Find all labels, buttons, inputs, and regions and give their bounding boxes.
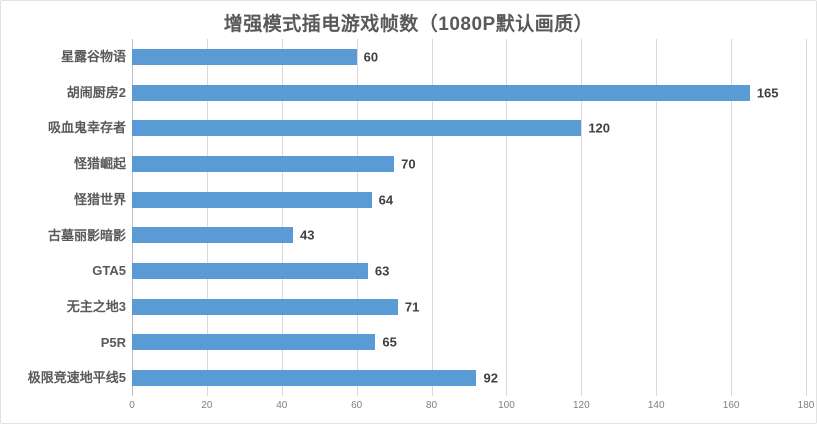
y-axis-line [132,39,133,396]
x-tick-label: 80 [425,400,438,411]
x-tick-label: 180 [797,400,815,411]
bar [132,48,357,65]
bar [132,263,368,280]
category-label: 古墓丽影暗影 [47,227,126,243]
gridline [206,39,208,396]
plot-area: 60 165 120 70 64 43 63 71 65 92 [132,39,807,396]
gridline [431,39,433,396]
category-label: 怪猎世界 [73,191,126,207]
gridline [806,39,807,396]
gridline [356,39,358,396]
value-label: 43 [300,227,315,243]
bar [132,334,376,351]
bar [132,84,750,101]
gridline [281,39,283,396]
value-label: 120 [588,120,611,136]
value-label: 60 [363,49,379,65]
value-label: 70 [401,156,416,172]
value-label: 63 [374,263,390,279]
bar [132,191,372,208]
bar [132,227,293,244]
category-label: 吸血鬼幸存者 [47,120,126,136]
category-label: 怪猎崛起 [73,156,126,172]
chart-title: 增强模式插电游戏帧数（1080P默认画质） [223,14,594,35]
gridline [581,39,583,396]
gridline [506,39,508,396]
value-label: 65 [382,334,397,350]
category-label: GTA5 [92,263,126,279]
category-label: 无主之地3 [66,298,126,314]
bar [132,155,395,172]
gridline [656,39,658,396]
value-label: 165 [756,85,779,101]
gridline [731,39,733,396]
category-label: P5R [100,334,126,350]
x-tick-label: 140 [647,400,665,411]
x-tick-label: 20 [201,400,213,411]
category-label: 胡闹厨房2 [66,84,126,100]
bar [132,298,398,315]
x-tick-label: 0 [129,400,135,411]
x-tick-label: 60 [351,400,363,411]
category-label: 极限竞速地平线5 [27,370,126,386]
y-axis-category-labels: 星露谷物语胡闹厨房2 吸血鬼幸存者怪猎崛起怪猎世界古墓丽影暗影 GTA5 无主之地3 P… [1,39,126,396]
category-label: 星露谷物语 [60,49,126,64]
value-label: 92 [483,370,498,386]
x-tick-label: 100 [498,400,515,411]
bar [132,120,582,137]
x-tick-label: 40 [276,400,288,411]
x-tick-label: 160 [722,400,740,411]
value-label: 71 [404,299,420,315]
value-label: 64 [378,192,394,208]
bar [132,370,477,387]
x-axis-tick-labels: 0 20 40 60 80 100 120 140 160 180 [129,400,814,416]
x-tick-label: 120 [572,400,590,411]
